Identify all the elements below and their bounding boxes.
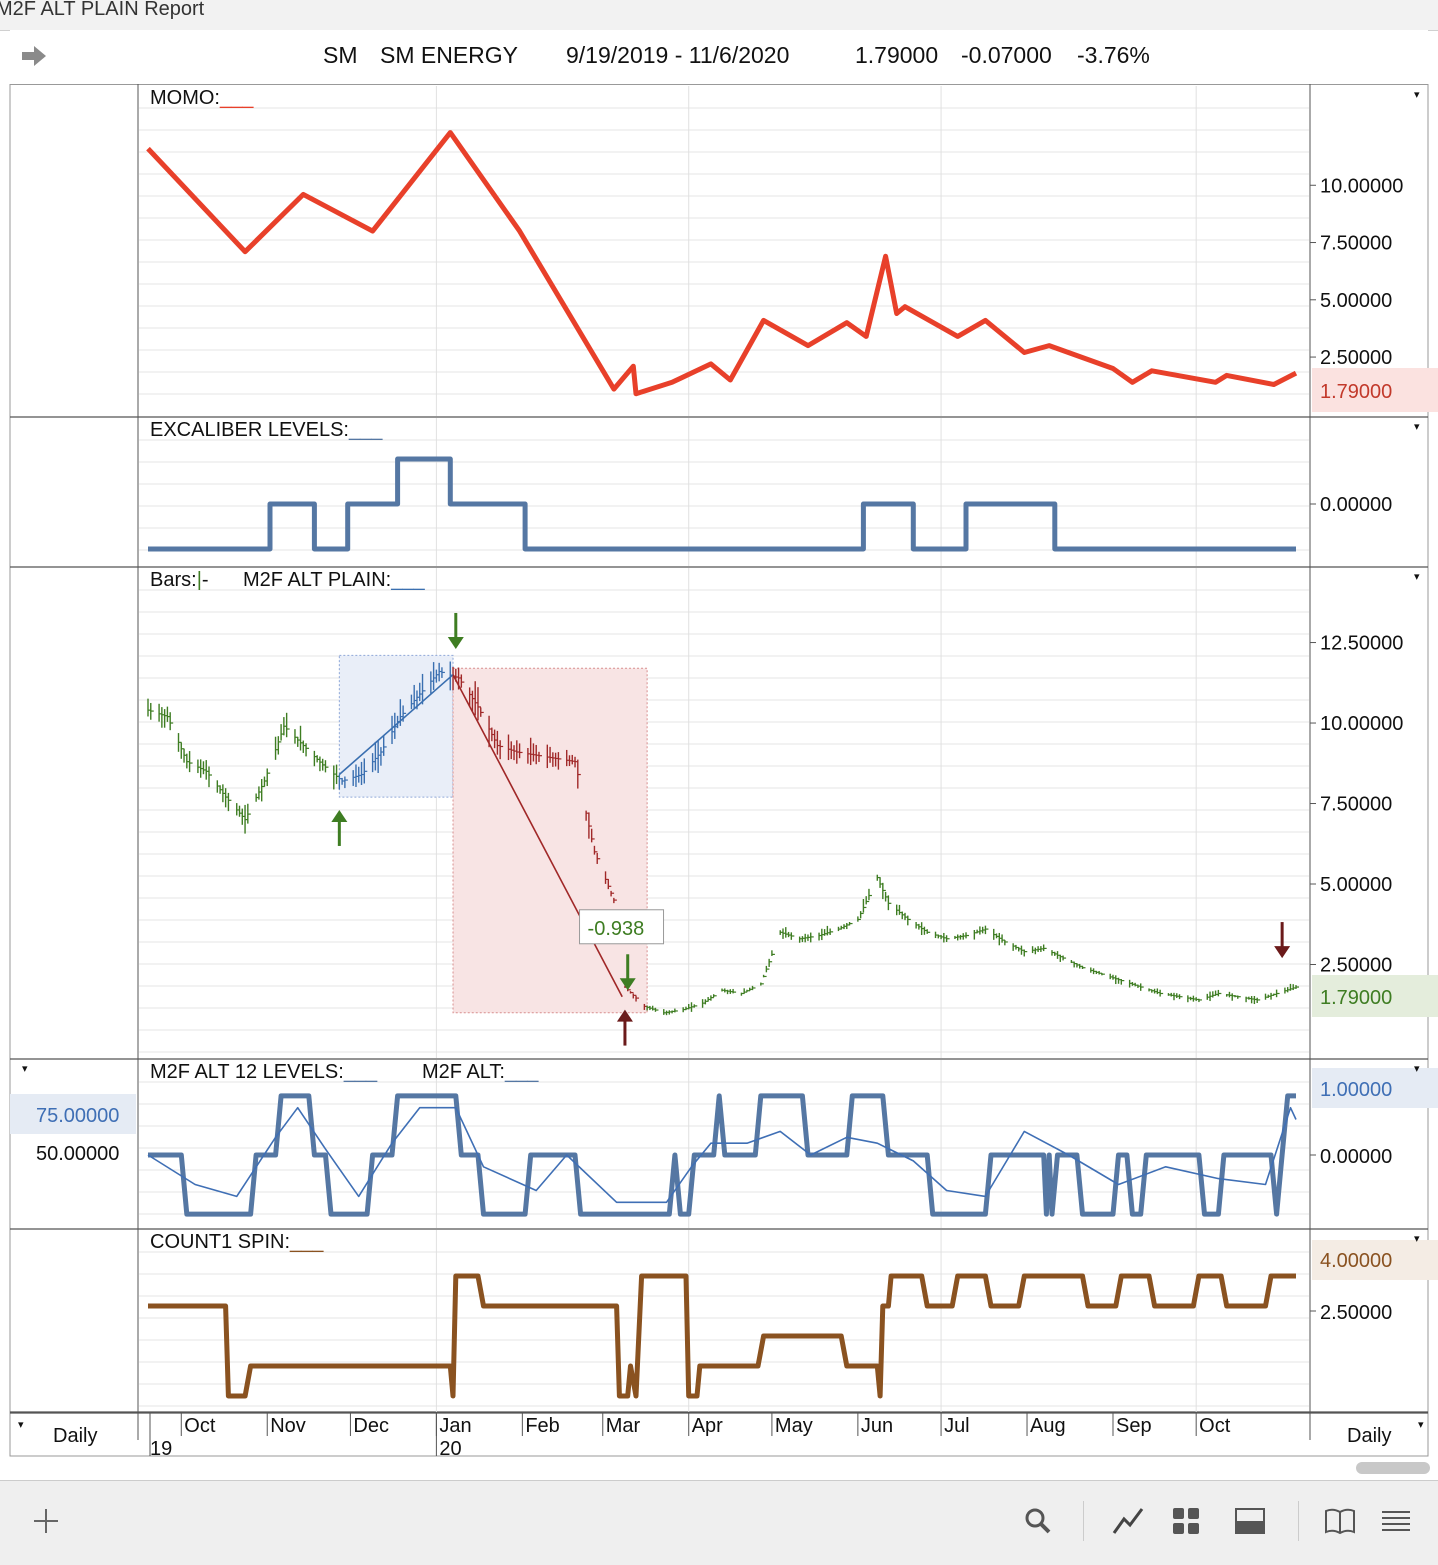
period-selector-left[interactable]: Daily [53, 1425, 98, 1447]
y-tick-label: 2.50000 [1320, 347, 1392, 369]
spin-last-box [1312, 1240, 1438, 1280]
forward-arrow-icon[interactable] [20, 44, 48, 68]
date-range: 9/19/2019 - 11/6/2020 [566, 42, 790, 68]
y-tick-label: 7.50000 [1320, 794, 1392, 816]
y-tick-label: 0.00000 [1320, 494, 1392, 516]
panel-menu-icon[interactable]: ▾ [1414, 1233, 1420, 1245]
momo-title: MOMO:___ [150, 87, 254, 109]
bars-title: Bars:|- [150, 569, 209, 591]
year-label: 20 [439, 1438, 461, 1460]
m2f-levels-line [148, 1093, 1296, 1217]
panel-layout-icon[interactable] [1232, 1503, 1268, 1539]
month-label: Nov [270, 1415, 306, 1437]
panel-menu-icon[interactable]: ▾ [1414, 89, 1420, 101]
y-tick-label: 7.50000 [1320, 233, 1392, 255]
toolbar-separator [1083, 1501, 1084, 1541]
symbol-ticker: SM [323, 42, 358, 68]
panel-menu-icon[interactable]: ▾ [1414, 1063, 1420, 1075]
count1-spin-panel: 4.00000 2.50000 [148, 1240, 1438, 1399]
m2f-alt-title: M2F ALT:___ [422, 1061, 539, 1083]
year-label: 19 [150, 1438, 172, 1460]
count1-spin-line [148, 1273, 1296, 1399]
buy-arrow-icon-head [616, 1009, 633, 1022]
panel-menu-icon[interactable]: ▾ [22, 1063, 28, 1075]
draw-line-icon[interactable] [1110, 1503, 1146, 1539]
bottom-toolbar [0, 1480, 1438, 1565]
price-last-label: 1.79000 [1320, 987, 1392, 1009]
buy-arrow-icon-head [331, 809, 348, 822]
y-tick-label: 1.00000 [1320, 1079, 1392, 1101]
count1-spin-title: COUNT1 SPIN:___ [150, 1231, 324, 1253]
left-tick-label: 75.00000 [36, 1105, 119, 1127]
book-icon[interactable] [1322, 1503, 1358, 1539]
y-tick-label: 10.00000 [1320, 175, 1403, 197]
month-label: Mar [606, 1415, 641, 1437]
window-title-bar: M2F ALT PLAIN Report [0, 0, 1438, 31]
month-label: May [775, 1415, 813, 1437]
momo-panel: 10.00000 7.50000 5.00000 2.50000 1.79000 [146, 130, 1438, 412]
spin-last-label: 4.00000 [1320, 1250, 1392, 1272]
m2f-levels-panel: 1.00000 0.00000 75.00000 50.00000 [10, 1068, 1438, 1217]
search-icon[interactable] [1020, 1503, 1056, 1539]
month-label: Sep [1116, 1415, 1152, 1437]
price-change: -0.07000 [961, 42, 1052, 68]
y-tick-label: 2.50000 [1320, 955, 1392, 977]
period-dropdown-right-icon[interactable]: ▾ [1418, 1419, 1424, 1431]
window-title: M2F ALT PLAIN Report [0, 0, 205, 20]
momo-line [146, 130, 1298, 397]
sell-arrow-icon-head [1274, 946, 1291, 959]
month-label: Aug [1030, 1415, 1066, 1437]
period-selector-right[interactable]: Daily [1347, 1425, 1392, 1447]
momo-last-label: 1.79000 [1320, 381, 1392, 403]
symbol-header-bar: SM SM ENERGY 9/19/2019 - 11/6/2020 1.790… [10, 30, 1428, 85]
momo-last-box [1312, 368, 1438, 412]
month-label: Jun [861, 1415, 893, 1437]
m2f-top-box [1312, 1068, 1438, 1108]
grid-layout-icon[interactable] [1168, 1503, 1204, 1539]
m2f-alt-plain-title: M2F ALT PLAIN:___ [243, 569, 425, 591]
y-tick-label: 5.00000 [1320, 290, 1392, 312]
chart-frame [9, 84, 1429, 1457]
annotation-label: -0.938 [588, 918, 645, 940]
add-icon[interactable] [28, 1503, 64, 1539]
menu-icon[interactable] [1378, 1503, 1414, 1539]
price-change-percent: -3.76% [1077, 42, 1150, 68]
month-label: Oct [1199, 1415, 1231, 1437]
downtrend-region [452, 667, 648, 1014]
time-axis: Oct Nov Dec Jan Feb Mar Apr May Jun Jul Aug Sep Oct 1… [149, 1412, 1231, 1460]
price-last-box [1312, 975, 1438, 1017]
excaliber-line [148, 456, 1296, 552]
sell-arrow-icon-head [619, 978, 636, 991]
price-bars-panel: -0.938 12.50000 10.00000 7.50000 5.00000 2.50… [147, 612, 1438, 1046]
left-tick-box [10, 1094, 136, 1134]
y-tick-label: 12.50000 [1320, 633, 1403, 655]
trend-line-blue [338, 674, 454, 776]
horizontal-scrollbar-thumb[interactable] [1356, 1462, 1430, 1474]
company-name: SM ENERGY [380, 42, 519, 68]
month-label: Feb [525, 1415, 559, 1437]
left-tick-label: 50.00000 [36, 1143, 119, 1165]
period-dropdown-left-icon[interactable]: ▾ [18, 1419, 24, 1431]
month-label: Apr [692, 1415, 723, 1437]
month-label: Jan [439, 1415, 471, 1437]
panel-menu-icon[interactable]: ▾ [1414, 571, 1420, 583]
m2f-alt-line [147, 1106, 1297, 1204]
excaliber-panel: 0.00000 [148, 456, 1392, 552]
m2f-levels-title: M2F ALT 12 LEVELS:___ [150, 1061, 378, 1083]
y-tick-label: 5.00000 [1320, 874, 1392, 896]
y-tick-label: 2.50000 [1320, 1302, 1392, 1324]
toolbar-separator [1298, 1501, 1299, 1541]
month-label: Dec [353, 1415, 389, 1437]
panel-menu-icon[interactable]: ▾ [1414, 421, 1420, 433]
last-price: 1.79000 [855, 42, 939, 68]
excaliber-title: EXCALIBER LEVELS:___ [150, 419, 383, 441]
chart-area[interactable]: 10.00000 7.50000 5.00000 2.50000 1.79000 0.0… [0, 84, 1438, 1480]
month-label: Oct [184, 1415, 216, 1437]
month-label: Jul [944, 1415, 970, 1437]
y-tick-label: 10.00000 [1320, 713, 1403, 735]
annotation-box [579, 909, 665, 945]
y-tick-label: 0.00000 [1320, 1146, 1392, 1168]
sell-arrow-icon-head [447, 636, 464, 649]
